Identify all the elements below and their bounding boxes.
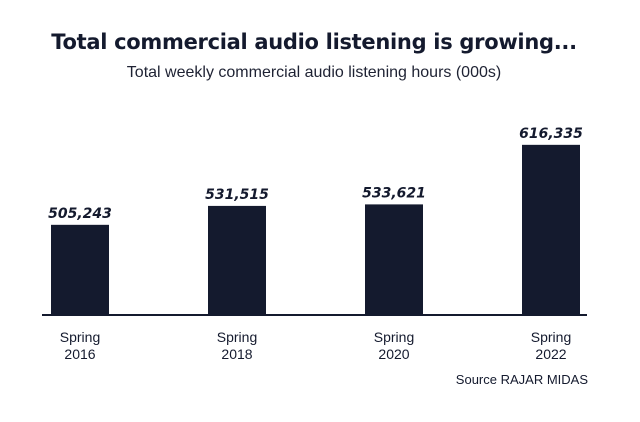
bar-spring-2020 (365, 204, 423, 315)
bar-value-label: 531,515 (205, 187, 269, 203)
chart-subtitle: Total weekly commercial audio listening … (126, 64, 502, 81)
bar-spring-2018 (208, 205, 266, 315)
x-tick-label-line: 2016 (64, 346, 95, 362)
x-tick-label: Spring 2018 (217, 329, 257, 362)
bars-group (51, 144, 580, 315)
x-tick-label-line: Spring (531, 329, 571, 345)
x-tick-label: Spring 2022 (531, 329, 571, 362)
x-tick-label-line: 2022 (535, 346, 566, 362)
x-tick-label: Spring 2020 (374, 329, 414, 362)
bar-spring-2022 (522, 144, 580, 315)
x-tick-label-line: Spring (60, 329, 100, 345)
x-tick-label: Spring 2016 (60, 329, 100, 362)
x-tick-label-line: 2020 (378, 346, 409, 362)
x-tick-label-line: Spring (217, 329, 257, 345)
x-tick-label-line: Spring (374, 329, 414, 345)
value-labels-group: 505,243 531,515 533,621 616,335 (48, 126, 583, 222)
chart-title: Total commercial audio listening is grow… (51, 30, 577, 54)
source-note: Source RAJAR MIDAS (455, 372, 588, 387)
bar-spring-2016 (51, 224, 109, 315)
bar-value-label: 616,335 (519, 126, 583, 142)
bar-value-label: 533,621 (362, 185, 426, 201)
bar-value-label: 505,243 (48, 206, 112, 222)
x-tick-label-line: 2018 (221, 346, 252, 362)
